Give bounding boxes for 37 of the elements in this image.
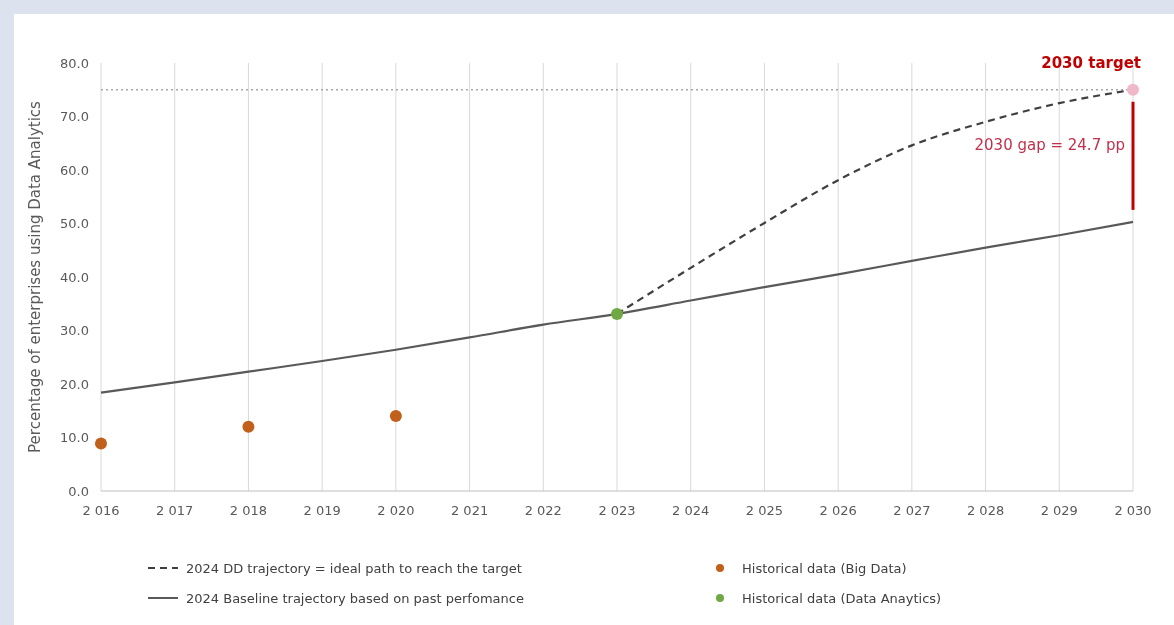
x-tick-label: 2 027	[893, 503, 931, 518]
y-tick-label: 80.0	[60, 55, 89, 71]
legend-label: 2024 DD trajectory = ideal path to reach the target	[186, 560, 522, 576]
x-tick-label: 2 029	[1040, 503, 1078, 518]
y-tick-label: 20.0	[60, 376, 89, 392]
point	[95, 437, 107, 450]
x-tick-label: 2 021	[450, 503, 489, 518]
y-tick-label: 40.0	[60, 269, 89, 285]
x-tick-label: 2 025	[745, 503, 784, 518]
y-tick-label: 0.0	[68, 483, 89, 499]
line-series	[99, 220, 1135, 394]
x-tick-label: 2 024	[672, 503, 710, 518]
x-tick-label: 2 020	[377, 503, 415, 518]
y-tick-label: 70.0	[60, 109, 89, 125]
x-tick-label: 2 019	[303, 503, 341, 518]
x-tick-label: 2 022	[524, 503, 562, 518]
y-tick-label: 30.0	[60, 323, 89, 339]
y-tick-label: 60.0	[60, 162, 89, 178]
point	[389, 410, 402, 423]
x-tick-label: 2 028	[966, 503, 1005, 518]
x-tick-label: 2 016	[82, 503, 120, 518]
point	[611, 307, 623, 320]
y-tick-label: 50.0	[60, 216, 89, 232]
legend-label: Historical data (Big Data)	[742, 560, 907, 576]
x-tick-label: 2 017	[156, 503, 194, 518]
legend-label: Historical data (Data Anaytics)	[742, 590, 942, 606]
x-tick-label: 2 018	[229, 503, 268, 518]
legend-label: 2024 Baseline trajectory based on past perfomance	[186, 590, 524, 606]
y-axis-title: Percentage of enterprises using Data Analytics	[26, 100, 44, 453]
point	[242, 420, 255, 433]
point	[1127, 83, 1139, 96]
y-tick-label: 10.0	[60, 430, 89, 446]
x-tick-label: 2 030	[1114, 503, 1152, 518]
x-tick-label: 2 026	[819, 503, 857, 518]
annotation: 2030 gap = 24.7 pp	[974, 136, 1125, 155]
annotation: 2030 target	[1041, 53, 1141, 72]
x-tick-label: 2 023	[598, 503, 636, 518]
